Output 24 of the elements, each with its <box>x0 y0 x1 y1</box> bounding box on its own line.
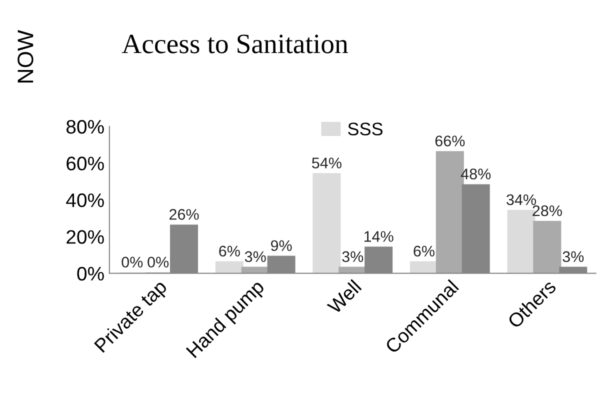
data-label: 14% <box>364 231 394 242</box>
data-label: 28% <box>532 205 562 216</box>
data-label: 34% <box>506 194 536 206</box>
data-label: 3% <box>562 251 584 262</box>
data-label: 0% <box>148 256 169 268</box>
data-label: 3% <box>342 251 364 262</box>
text: NOW <box>18 30 34 82</box>
data-label: 26% <box>170 209 199 220</box>
data-label: 0% <box>122 256 143 268</box>
data-label: 48% <box>460 168 491 180</box>
y-tick-label: 40% <box>66 193 104 208</box>
legend-label: SSS <box>348 122 383 136</box>
data-label: 9% <box>270 240 292 252</box>
y-tick-label: 20% <box>66 230 104 244</box>
data-label: 3% <box>244 251 266 262</box>
y-tick-label: 80% <box>66 120 104 134</box>
data-label: 6% <box>219 246 240 257</box>
chart-title: Access to Sanitation <box>122 34 348 54</box>
data-label: 54% <box>312 158 342 168</box>
y-tick-label: 0% <box>77 266 104 281</box>
data-label: 66% <box>435 136 465 146</box>
data-label: 6% <box>414 246 434 257</box>
x-tick-label: Well <box>326 279 362 315</box>
y-tick-label: 60% <box>66 156 104 170</box>
